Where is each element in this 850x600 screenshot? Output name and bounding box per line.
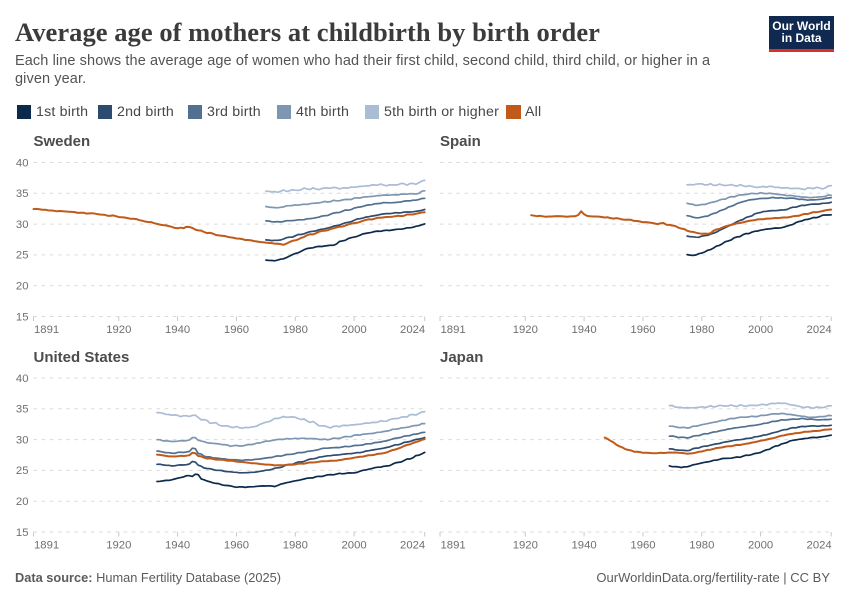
svg-text:1891: 1891: [34, 324, 59, 336]
svg-text:1940: 1940: [572, 540, 597, 552]
svg-text:1891: 1891: [441, 324, 466, 336]
svg-text:35: 35: [16, 188, 29, 200]
svg-text:2000: 2000: [748, 540, 773, 552]
svg-text:1980: 1980: [283, 324, 308, 336]
svg-text:1920: 1920: [513, 540, 538, 552]
svg-text:1960: 1960: [224, 324, 249, 336]
svg-text:1940: 1940: [572, 324, 597, 336]
svg-text:1920: 1920: [106, 540, 131, 552]
svg-text:2024: 2024: [807, 540, 832, 552]
svg-text:15: 15: [16, 527, 29, 539]
svg-text:2024: 2024: [400, 540, 425, 552]
svg-text:20: 20: [16, 281, 29, 293]
svg-text:35: 35: [16, 404, 29, 416]
svg-text:25: 25: [16, 250, 29, 262]
svg-text:1960: 1960: [630, 540, 655, 552]
svg-text:1891: 1891: [441, 540, 466, 552]
svg-text:2024: 2024: [807, 324, 832, 336]
svg-text:1960: 1960: [224, 540, 249, 552]
svg-text:1960: 1960: [630, 324, 655, 336]
svg-text:1920: 1920: [106, 324, 131, 336]
svg-text:20: 20: [16, 496, 29, 508]
svg-text:1920: 1920: [513, 324, 538, 336]
svg-text:1891: 1891: [34, 540, 59, 552]
svg-text:30: 30: [16, 219, 29, 231]
svg-text:1980: 1980: [283, 540, 308, 552]
svg-text:2000: 2000: [342, 324, 367, 336]
svg-text:40: 40: [16, 373, 29, 385]
svg-text:1940: 1940: [165, 324, 190, 336]
svg-text:15: 15: [16, 311, 29, 323]
svg-text:30: 30: [16, 434, 29, 446]
svg-text:2000: 2000: [342, 540, 367, 552]
svg-text:1980: 1980: [689, 324, 714, 336]
svg-text:1980: 1980: [689, 540, 714, 552]
svg-text:40: 40: [16, 157, 29, 169]
svg-text:2024: 2024: [400, 324, 425, 336]
svg-text:1940: 1940: [165, 540, 190, 552]
svg-text:2000: 2000: [748, 324, 773, 336]
svg-text:25: 25: [16, 465, 29, 477]
